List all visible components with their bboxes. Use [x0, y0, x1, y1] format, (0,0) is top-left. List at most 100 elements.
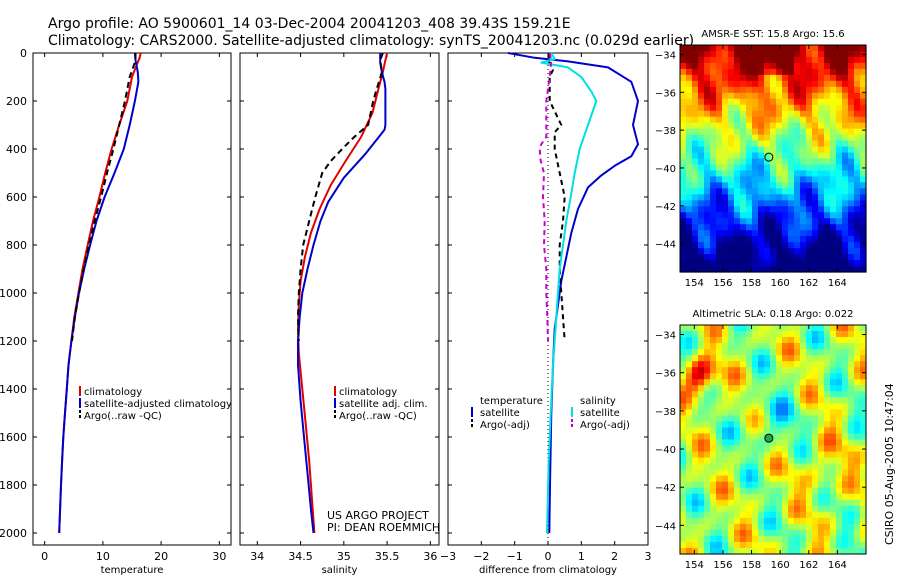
x-tick-label: 156 [713, 278, 732, 289]
heatmap-cell [776, 86, 783, 94]
heatmap-cell [770, 325, 777, 332]
heatmap-cell [818, 361, 825, 368]
heatmap-cell [854, 194, 861, 201]
heatmap-cell [836, 373, 843, 380]
heatmap-cell [758, 463, 765, 471]
heatmap-cell [812, 74, 819, 82]
heatmap-cell [860, 433, 867, 441]
heatmap-cell [692, 349, 699, 356]
heatmap-cell [854, 182, 861, 189]
heatmap-cell [782, 236, 789, 243]
heatmap-cell [806, 170, 813, 178]
heatmap-cell [806, 337, 813, 344]
legend-label: Argo(-adj) [480, 420, 530, 431]
heatmap-cell [704, 158, 711, 166]
heatmap-cell [788, 212, 795, 219]
heatmap-cell [758, 50, 765, 58]
heatmap-cell [812, 379, 819, 386]
heatmap-cell [818, 230, 825, 237]
heatmap-cell [824, 505, 831, 513]
x-axis-label: temperature [101, 565, 164, 576]
heatmap-cell [824, 379, 831, 386]
heatmap-cell [788, 200, 795, 207]
heatmap-cell [794, 337, 801, 344]
heatmap-cell [686, 361, 693, 368]
heatmap-cell [680, 98, 687, 106]
heatmap-cell [824, 176, 831, 183]
heatmap-cell [794, 266, 801, 273]
heatmap-cell [800, 110, 807, 118]
heatmap-cell [806, 511, 813, 519]
heatmap-cell [728, 242, 735, 249]
heatmap-cell [830, 379, 837, 386]
heatmap-cell [752, 80, 759, 88]
heatmap-cell [836, 337, 843, 344]
heatmap-cell [782, 433, 789, 441]
heatmap-cell [704, 74, 711, 82]
heatmap-cell [782, 230, 789, 237]
heatmap-cell [794, 373, 801, 380]
heatmap-cell [806, 355, 813, 362]
heatmap-cell [704, 361, 711, 368]
heatmap-cell [692, 445, 699, 453]
heatmap-cell [842, 146, 849, 154]
heatmap-cell [728, 194, 735, 201]
heatmap-cell [704, 349, 711, 356]
heatmap-cell [698, 218, 705, 225]
heatmap-cell [854, 146, 861, 154]
heatmap-cell [812, 469, 819, 477]
heatmap-cell [746, 337, 753, 344]
heatmap-cell [686, 98, 693, 106]
heatmap-cell [704, 379, 711, 386]
heatmap-cell [728, 421, 735, 429]
heatmap-cell [794, 475, 801, 483]
heatmap-cell [710, 110, 717, 118]
heatmap-cell [824, 373, 831, 380]
heatmap-cell [698, 224, 705, 231]
heatmap-cell [728, 457, 735, 465]
heatmap-cell [734, 122, 741, 130]
heatmap-cell [740, 529, 747, 537]
heatmap-cell [710, 331, 717, 338]
heatmap-cell [722, 547, 729, 555]
heatmap-cell [794, 349, 801, 356]
heatmap-cell [770, 475, 777, 483]
heatmap-cell [686, 248, 693, 255]
heatmap-cell [764, 349, 771, 356]
heatmap-cell [818, 373, 825, 380]
heatmap-cell [794, 104, 801, 112]
heatmap-cell [710, 218, 717, 225]
heatmap-cell [716, 122, 723, 130]
heatmap-cell [728, 152, 735, 160]
heatmap-cell [698, 200, 705, 207]
heatmap-cell [770, 463, 777, 471]
heatmap-cell [758, 499, 765, 507]
heatmap-cell [716, 427, 723, 435]
heatmap-cell [860, 68, 867, 76]
heatmap-cell [746, 391, 753, 398]
heatmap-cell [848, 152, 855, 160]
heatmap-cell [752, 343, 759, 350]
heatmap-cell [818, 343, 825, 350]
heatmap-cell [704, 547, 711, 555]
heatmap-cell [812, 499, 819, 507]
heatmap-cell [782, 104, 789, 112]
heatmap-cell [686, 343, 693, 350]
heatmap-cell [704, 188, 711, 195]
figure-title-line2: Climatology: CARS2000. Satellite-adjuste… [48, 33, 694, 49]
heatmap-cell [782, 415, 789, 423]
heatmap-cell [704, 385, 711, 392]
heatmap-cell [818, 212, 825, 219]
heatmap-cell [740, 56, 747, 64]
heatmap-cell [752, 236, 759, 243]
heatmap-cell [788, 86, 795, 94]
heatmap-cell [764, 128, 771, 136]
heatmap-cell [728, 469, 735, 477]
heatmap-cell [764, 493, 771, 501]
heatmap-cell [848, 439, 855, 447]
heatmap-cell [848, 445, 855, 453]
heatmap-cell [830, 80, 837, 88]
heatmap-cell [752, 367, 759, 374]
heatmap-cell [812, 475, 819, 483]
heatmap-cell [716, 98, 723, 106]
